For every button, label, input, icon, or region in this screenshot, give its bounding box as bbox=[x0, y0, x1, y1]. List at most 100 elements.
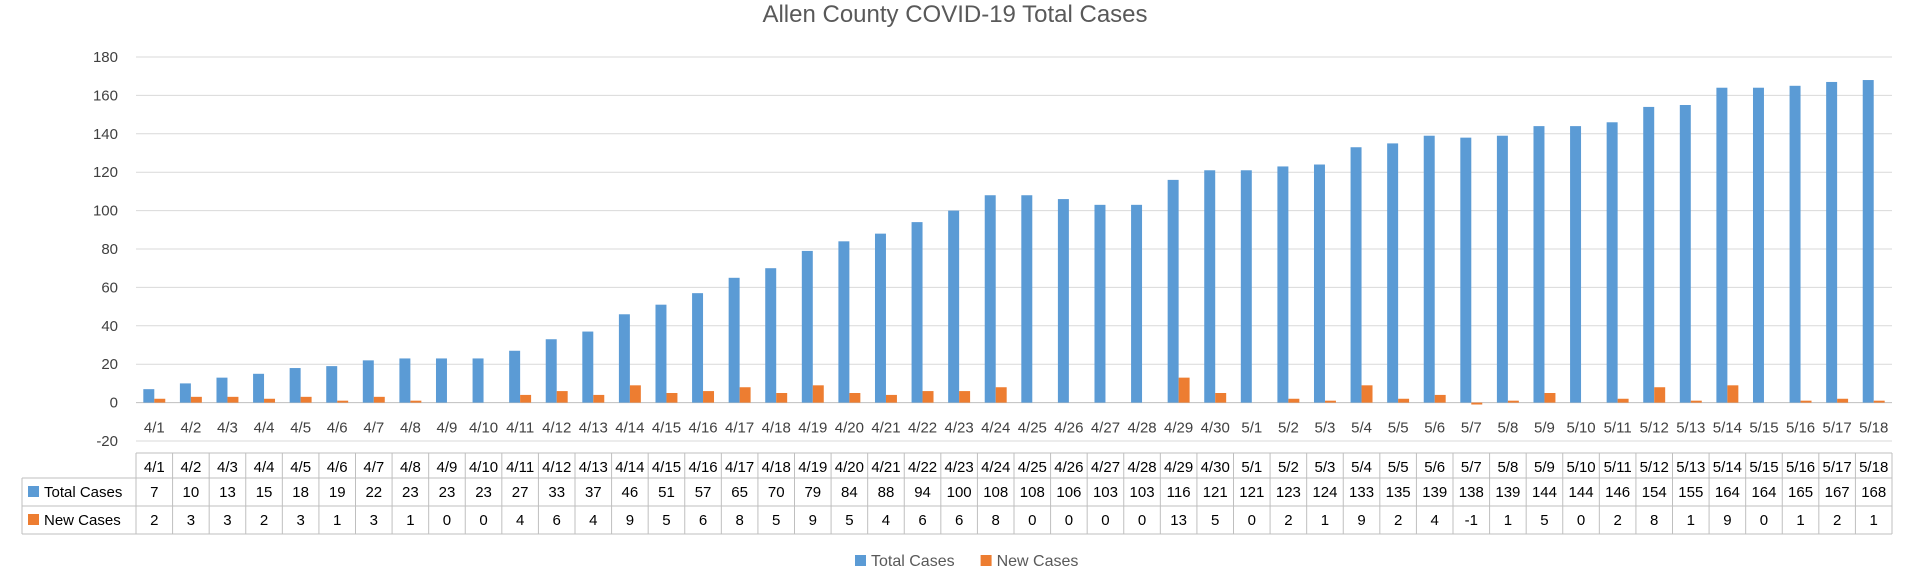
table-header-cell: 5/2 bbox=[1278, 459, 1299, 476]
bar-new-cases bbox=[1507, 400, 1519, 403]
table-value-cell: 123 bbox=[1276, 484, 1301, 501]
bar-total-cases bbox=[692, 293, 704, 403]
table-value-cell: 2 bbox=[260, 512, 268, 529]
table-value-cell: 79 bbox=[804, 484, 821, 501]
table-header-cell: 4/8 bbox=[400, 459, 421, 476]
table-header-cell: 4/13 bbox=[579, 459, 608, 476]
bar-total-cases bbox=[545, 339, 557, 403]
table-value-cell: 7 bbox=[150, 484, 158, 501]
table-header-cell: 4/27 bbox=[1091, 459, 1120, 476]
table-header-cell: 4/30 bbox=[1201, 459, 1230, 476]
table-value-cell: 100 bbox=[947, 484, 972, 501]
bar-total-cases bbox=[216, 377, 228, 403]
x-category-label: 5/5 bbox=[1388, 420, 1409, 437]
x-category-label: 4/28 bbox=[1127, 420, 1156, 437]
x-category-label: 4/21 bbox=[871, 420, 900, 437]
bar-total-cases bbox=[801, 250, 813, 403]
table-value-cell: 1 bbox=[406, 512, 414, 529]
table-value-cell: 108 bbox=[983, 484, 1008, 501]
bar-total-cases bbox=[728, 277, 740, 403]
x-category-label: 5/4 bbox=[1351, 420, 1372, 437]
table-value-cell: 9 bbox=[626, 512, 634, 529]
bar-total-cases bbox=[655, 304, 667, 403]
table-header-cell: 4/2 bbox=[180, 459, 201, 476]
table-value-cell: 4 bbox=[589, 512, 597, 529]
gridlines bbox=[136, 56, 1892, 442]
legend: Total Cases New Cases bbox=[855, 553, 1078, 570]
table-value-cell: 3 bbox=[187, 512, 195, 529]
table-value-cell: 106 bbox=[1056, 484, 1081, 501]
bar-total-cases bbox=[399, 358, 411, 403]
x-category-label: 4/7 bbox=[363, 420, 384, 437]
table-value-cell: 3 bbox=[223, 512, 231, 529]
x-category-label: 5/9 bbox=[1534, 420, 1555, 437]
bar-new-cases bbox=[1398, 398, 1410, 403]
table-value-cell: 146 bbox=[1605, 484, 1630, 501]
bar-new-cases bbox=[629, 385, 641, 403]
x-category-label: 4/1 bbox=[144, 420, 165, 437]
table-value-cell: 88 bbox=[878, 484, 895, 501]
x-category-label: 4/20 bbox=[835, 420, 864, 437]
x-category-label: 4/13 bbox=[579, 420, 608, 437]
bar-total-cases bbox=[948, 210, 960, 403]
table-header-cell: 5/14 bbox=[1713, 459, 1742, 476]
table-value-cell: 0 bbox=[479, 512, 487, 529]
bar-new-cases bbox=[1215, 393, 1227, 403]
bar-total-cases bbox=[143, 389, 155, 403]
x-category-label: 4/11 bbox=[506, 420, 534, 437]
table-value-cell: 5 bbox=[772, 512, 780, 529]
bar-new-cases bbox=[593, 394, 605, 403]
y-axis-ticks: -20 0 20 40 60 80 100 120 140 160 180 bbox=[93, 49, 118, 450]
x-category-label: 4/3 bbox=[217, 420, 238, 437]
bar-total-cases bbox=[179, 383, 191, 403]
bar-new-cases bbox=[1727, 385, 1739, 403]
bar-total-cases bbox=[984, 195, 996, 403]
bar-new-cases bbox=[1361, 385, 1373, 403]
bar-total-cases bbox=[1277, 166, 1289, 403]
table-value-cell: 3 bbox=[296, 512, 304, 529]
table-value-cell: 33 bbox=[548, 484, 565, 501]
table-value-cell: 0 bbox=[1248, 512, 1256, 529]
table-row-header: Total Cases bbox=[44, 484, 122, 501]
x-category-label: 4/2 bbox=[180, 420, 201, 437]
bar-new-cases bbox=[959, 391, 971, 403]
bar-new-cases bbox=[922, 391, 934, 403]
table-header-cell: 4/24 bbox=[981, 459, 1010, 476]
table-header-cell: 5/6 bbox=[1424, 459, 1445, 476]
bars bbox=[143, 80, 1885, 405]
table-header-cell: 4/16 bbox=[688, 459, 717, 476]
table-header-cell: 5/9 bbox=[1534, 459, 1555, 476]
table-value-cell: 165 bbox=[1788, 484, 1813, 501]
table-header-cell: 4/20 bbox=[835, 459, 864, 476]
table-value-cell: 4 bbox=[1431, 512, 1439, 529]
x-category-label: 5/12 bbox=[1640, 420, 1669, 437]
table-value-cell: 65 bbox=[731, 484, 748, 501]
table-header-cell: 5/5 bbox=[1388, 459, 1409, 476]
x-category-label: 5/16 bbox=[1786, 420, 1815, 437]
bar-total-cases bbox=[1533, 126, 1545, 403]
table-value-cell: 6 bbox=[553, 512, 561, 529]
table-value-cell: 27 bbox=[512, 484, 529, 501]
bar-total-cases bbox=[1094, 204, 1106, 403]
bar-new-cases bbox=[739, 387, 751, 403]
x-category-label: 4/29 bbox=[1164, 420, 1193, 437]
table-value-cell: -1 bbox=[1465, 512, 1478, 529]
table-value-cell: 57 bbox=[695, 484, 712, 501]
x-category-label: 4/30 bbox=[1201, 420, 1230, 437]
x-category-label: 5/15 bbox=[1749, 420, 1778, 437]
table-value-cell: 139 bbox=[1495, 484, 1520, 501]
bar-total-cases bbox=[253, 373, 265, 403]
bar-total-cases bbox=[1789, 85, 1801, 403]
x-category-label: 4/26 bbox=[1054, 420, 1083, 437]
bar-new-cases bbox=[885, 394, 897, 403]
y-tick-label: 120 bbox=[93, 164, 118, 181]
bar-total-cases bbox=[582, 331, 594, 403]
y-tick-label: 60 bbox=[101, 279, 118, 296]
y-tick-label: 160 bbox=[93, 87, 118, 104]
bar-total-cases bbox=[289, 368, 301, 403]
table-header-cell: 5/1 bbox=[1241, 459, 1262, 476]
table-value-cell: 5 bbox=[1540, 512, 1548, 529]
table-value-cell: 164 bbox=[1715, 484, 1740, 501]
table-value-cell: 8 bbox=[735, 512, 743, 529]
y-tick-label: 80 bbox=[101, 241, 118, 258]
